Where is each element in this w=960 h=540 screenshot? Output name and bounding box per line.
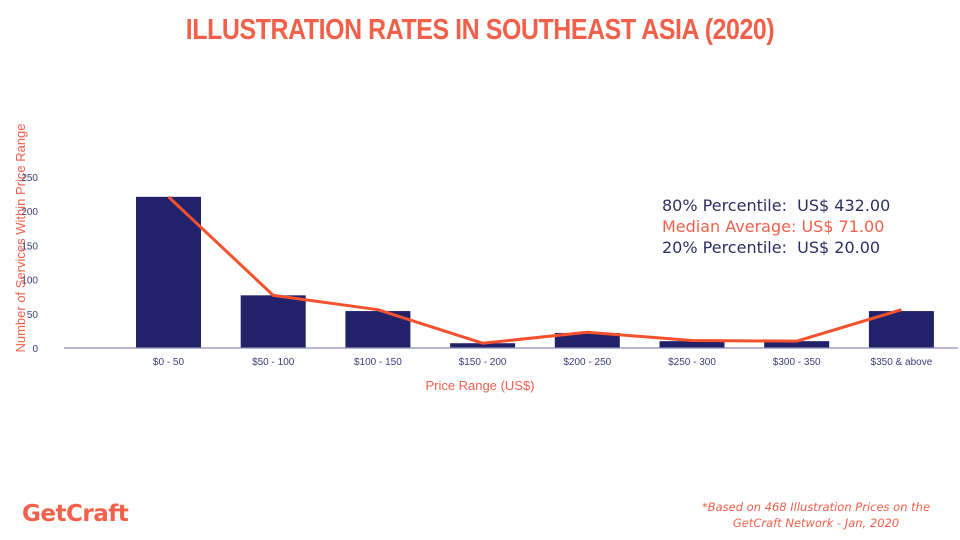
y-ticks: 0 50 100 150 200 250	[21, 173, 38, 355]
x-tick-label: $100 - 150	[354, 357, 402, 368]
stat-median: Median Average: US$ 71.00	[662, 217, 885, 236]
y-tick-label: 50	[27, 310, 39, 321]
x-tick-label: $50 - 100	[252, 357, 295, 368]
stat-80-percentile: 80% Percentile: US$ 432.00	[662, 196, 891, 215]
x-tick-label: $200 - 250	[563, 357, 611, 368]
y-tick-label: 100	[21, 276, 38, 287]
x-tick-label: $300 - 350	[773, 357, 821, 368]
getcraft-logo: GetCraft	[22, 501, 129, 527]
y-axis-label: Number of Services Within Price Range	[13, 123, 28, 352]
trend-line	[167, 195, 902, 345]
bar	[450, 343, 516, 348]
stat-20-percentile: 20% Percentile: US$ 20.00	[662, 238, 881, 257]
bar	[764, 341, 830, 348]
y-tick-label: 0	[32, 344, 38, 355]
x-axis-label: Price Range (US$)	[425, 378, 534, 393]
x-tick-label: $150 - 200	[459, 357, 507, 368]
x-tick-label: $250 - 300	[668, 357, 716, 368]
y-tick-label: 250	[21, 173, 38, 184]
footnote: *Based on 468 Illustration Prices on the…	[686, 499, 946, 531]
x-tick-label: $0 - 50	[153, 357, 185, 368]
bar	[136, 196, 201, 348]
footnote-line-2: GetCraft Network - Jan, 2020	[732, 516, 900, 530]
y-axis-label-group: Number of Services Within Price Range	[13, 123, 28, 352]
bar	[554, 332, 620, 348]
bars	[136, 196, 934, 348]
stats-box: 80% Percentile: US$ 432.00 Median Averag…	[662, 195, 890, 258]
x-ticks: $0 - 50 $50 - 100 $100 - 150 $150 - 200 $200…	[153, 357, 933, 368]
y-tick-label: 150	[21, 241, 38, 252]
footnote-line-1: *Based on 468 Illustration Prices on the	[701, 500, 931, 514]
y-tick-label: 200	[21, 207, 38, 218]
bar	[240, 295, 306, 348]
bar	[659, 341, 725, 348]
x-tick-label: $350 & above	[871, 357, 933, 368]
chart-title: ILLUSTRATION RATES IN SOUTHEAST ASIA (20…	[185, 14, 775, 46]
